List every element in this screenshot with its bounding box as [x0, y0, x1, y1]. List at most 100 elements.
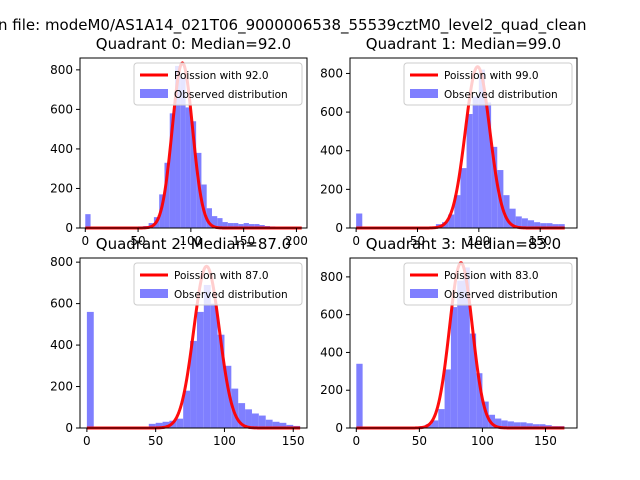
- histogram-bar: [86, 311, 94, 428]
- histogram-bar: [279, 422, 287, 428]
- legend-poisson-label: Poission with 99.0: [444, 70, 539, 82]
- legend-observed-label: Observed distribution: [174, 89, 288, 101]
- y-tick-label: 0: [65, 221, 73, 235]
- y-tick-label: 200: [50, 380, 73, 394]
- legend-box: [403, 262, 573, 306]
- axes-frame: [79, 257, 308, 429]
- x-tick-label: 50: [412, 434, 427, 448]
- y-tick-label: 600: [320, 308, 343, 322]
- legend-poisson-label: Poission with 92.0: [174, 70, 269, 82]
- x-tick-label: 150: [232, 234, 255, 248]
- legend-observed-swatch: [140, 89, 168, 98]
- y-tick-label: 200: [320, 182, 343, 196]
- histogram-bar: [183, 390, 191, 428]
- histogram-bar: [507, 421, 514, 428]
- histogram-bar: [484, 102, 492, 228]
- histogram-bar: [203, 284, 211, 428]
- histogram-bar: [245, 409, 252, 428]
- x-tick-label: 50: [130, 234, 145, 248]
- subplot-2: 0 50 100 150 0 200 400 600 800 Poission with 87.0…: [50, 235, 308, 448]
- histogram-bar: [254, 224, 260, 228]
- histogram-bar: [248, 224, 255, 228]
- histogram-bar: [356, 213, 363, 228]
- x-tick-label: 100: [471, 434, 494, 448]
- x-tick-label: 150: [529, 234, 552, 248]
- figure-suptitle: n file: modeM0/AS1A14_021T06_9000006538_…: [0, 16, 587, 35]
- histogram-bar: [520, 422, 527, 428]
- legend-observed-label: Observed distribution: [444, 289, 558, 301]
- histogram-bar: [552, 224, 559, 228]
- histogram-bar: [515, 216, 522, 228]
- histogram-bar: [231, 388, 239, 428]
- histogram-bar: [476, 373, 483, 428]
- y-tick-label: 400: [50, 338, 73, 352]
- histogram-bar: [190, 340, 197, 428]
- histogram-bar: [444, 369, 451, 428]
- histogram-bar: [155, 422, 163, 428]
- legend-poisson-label: Poission with 87.0: [174, 270, 269, 282]
- histogram-bar: [509, 208, 516, 228]
- histogram-bar: [558, 224, 565, 228]
- x-tick-label: 100: [213, 434, 236, 448]
- y-tick-label: 400: [50, 142, 73, 156]
- histogram-bar: [227, 223, 234, 228]
- histogram-bar: [454, 195, 461, 228]
- histogram-bar: [169, 113, 176, 228]
- histogram-bar: [272, 421, 280, 428]
- legend-poisson-label: Poission with 83.0: [444, 270, 539, 282]
- y-tick-label: 800: [320, 66, 343, 80]
- histogram-bar: [206, 208, 212, 228]
- histogram-bar: [527, 220, 535, 228]
- histogram-bar: [238, 403, 246, 428]
- histogram-bar: [526, 423, 533, 428]
- subplot-title: Quadrant 3: Median=83.0: [366, 235, 561, 253]
- histogram-bar: [238, 224, 244, 228]
- histogram-bar: [460, 168, 467, 228]
- legend-box: [403, 62, 573, 106]
- y-tick-label: 0: [335, 221, 343, 235]
- x-tick-label: 0: [352, 434, 360, 448]
- histogram-bar: [539, 424, 546, 428]
- histogram-bar: [190, 121, 197, 228]
- x-tick-label: 100: [179, 234, 202, 248]
- histogram-bar: [472, 96, 479, 228]
- histogram-bar: [175, 65, 181, 228]
- y-tick-label: 0: [65, 421, 73, 435]
- subplot-title: Quadrant 0: Median=92.0: [96, 35, 291, 53]
- histogram-bar: [431, 420, 439, 428]
- histogram-bar: [217, 218, 223, 228]
- y-tick-label: 0: [335, 421, 343, 435]
- histogram-bar: [210, 303, 218, 428]
- x-tick-label: 100: [467, 234, 490, 248]
- histogram-bar: [469, 333, 477, 428]
- subplot-title: Quadrant 1: Median=99.0: [366, 35, 561, 53]
- histogram-bar: [196, 311, 204, 428]
- axes-frame: [349, 257, 578, 429]
- histogram-bar: [513, 422, 521, 428]
- y-tick-label: 800: [320, 270, 343, 284]
- histogram-bar: [251, 413, 259, 428]
- histogram-bar: [258, 415, 266, 428]
- x-tick-label: 150: [282, 434, 305, 448]
- legend-box: [133, 62, 303, 106]
- histogram-bar: [164, 162, 170, 228]
- y-tick-label: 600: [50, 297, 73, 311]
- y-tick-label: 400: [320, 144, 343, 158]
- histogram-bar: [224, 365, 232, 428]
- subplot-3: 0 50 100 150 0 200 400 600 800 Poission with 83.0…: [320, 235, 578, 448]
- histogram-bar: [265, 419, 273, 428]
- legend-observed-swatch: [140, 289, 168, 298]
- histogram-bar: [211, 216, 218, 228]
- histogram-bar: [478, 69, 485, 228]
- histogram-bar: [457, 280, 464, 428]
- histogram-bar: [495, 418, 502, 428]
- axes-frame: [349, 57, 578, 229]
- legend: Poission with 87.0 Observed distribution: [133, 262, 303, 306]
- x-tick-label: 0: [83, 434, 91, 448]
- y-tick-label: 600: [50, 102, 73, 116]
- legend-observed-label: Observed distribution: [174, 289, 288, 301]
- histogram-bar: [148, 423, 156, 428]
- histogram-bar: [180, 77, 186, 229]
- histogram-bar: [243, 223, 249, 228]
